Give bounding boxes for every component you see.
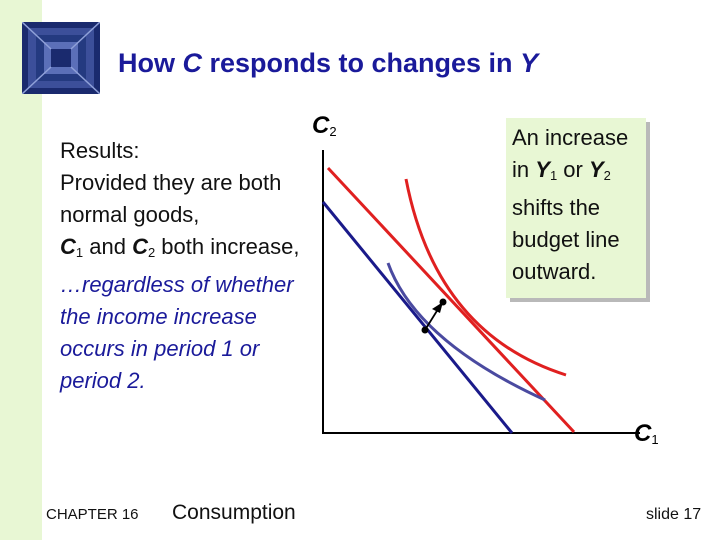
shift-arrowhead [432,302,443,313]
initial-budget-line [321,201,514,434]
footer-topic: Consumption [172,501,296,524]
slide-title: How C responds to changes in Y [118,48,539,78]
callout-box: An increase in Y1 or Y2 shifts the budge… [506,118,646,298]
results-text: Results: Provided they are both normal g… [60,135,310,397]
new-indifference-curve [404,178,567,377]
new-budget-line [326,166,576,434]
results-emphasis: …regardless of whether the income increa… [60,272,294,393]
window-logo-icon [22,22,100,94]
results-heading: Results: [60,138,140,163]
y-axis-label: C2 [312,112,337,139]
results-body: Provided they are both normal goods, C1 … [60,170,300,260]
initial-indifference-curve [386,262,546,402]
footer-chapter: CHAPTER 16 [46,506,139,523]
footer-slide-number: slide 17 [646,506,702,523]
x-axis-label: C1 [634,420,659,447]
